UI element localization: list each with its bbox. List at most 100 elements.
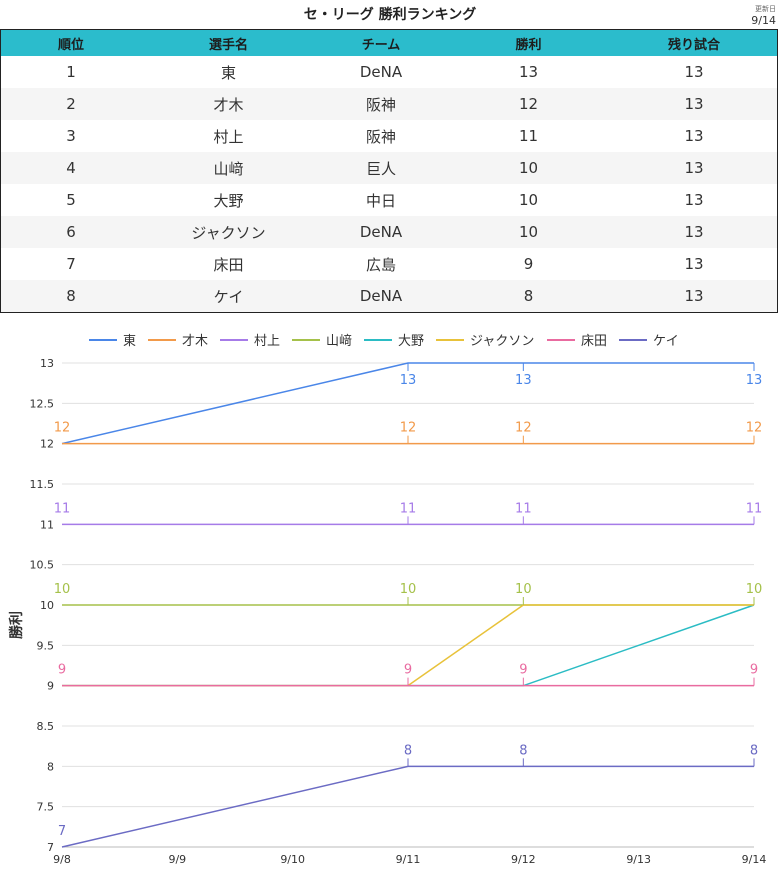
legend-label: 村上 bbox=[254, 334, 280, 349]
data-label: 11 bbox=[746, 501, 763, 516]
y-axis-label: 勝利 bbox=[8, 611, 25, 639]
data-label: 12 bbox=[746, 421, 763, 436]
y-tick-label: 13 bbox=[40, 357, 54, 370]
x-tick-label: 9/13 bbox=[626, 853, 651, 866]
cell-remaining: 13 bbox=[611, 280, 777, 312]
cell-player: 山﨑 bbox=[141, 152, 316, 184]
data-label: 9 bbox=[519, 663, 527, 678]
cell-rank: 2 bbox=[1, 88, 141, 120]
table-row: 1 東 DeNA 13 13 bbox=[1, 56, 777, 88]
y-tick-label: 8.5 bbox=[37, 720, 55, 733]
updated-info: 更新日 9/14 bbox=[751, 4, 776, 27]
cell-player: 才木 bbox=[141, 88, 316, 120]
data-label: 10 bbox=[400, 582, 417, 597]
data-label: 8 bbox=[519, 743, 527, 758]
cell-wins: 13 bbox=[518, 63, 539, 81]
legend-label: ジャクソン bbox=[470, 334, 534, 349]
data-label: 13 bbox=[400, 373, 417, 388]
y-tick-label: 12 bbox=[40, 438, 54, 451]
x-tick-label: 9/11 bbox=[396, 853, 421, 866]
cell-wins: 10 bbox=[518, 191, 539, 209]
cell-remaining: 13 bbox=[684, 255, 704, 273]
cell-remaining: 13 bbox=[684, 127, 704, 145]
data-label: 11 bbox=[515, 501, 532, 516]
cell-rank: 4 bbox=[1, 152, 141, 184]
cell-team: 中日 bbox=[365, 191, 396, 210]
x-tick-label: 9/12 bbox=[511, 853, 536, 866]
cell-rank: 6 bbox=[1, 216, 141, 248]
data-label: 12 bbox=[515, 421, 532, 436]
ranking-table: 順位 選手名 チーム 勝利 残り試合 1 東 DeNA 13 13 2 才木 阪… bbox=[0, 29, 778, 313]
x-tick-label: 9/8 bbox=[53, 853, 71, 866]
cell-team: 巨人 bbox=[316, 152, 446, 184]
cell-player: 大野 bbox=[213, 191, 244, 210]
data-label: 10 bbox=[746, 582, 763, 597]
legend-label: 床田 bbox=[581, 334, 607, 349]
y-tick-label: 7.5 bbox=[37, 801, 55, 814]
header-remaining[interactable]: 残り試合 bbox=[611, 30, 777, 56]
cell-remaining: 13 bbox=[611, 88, 777, 120]
cell-rank: 1 bbox=[66, 63, 76, 81]
table-row: 4 山﨑 巨人 10 13 bbox=[1, 152, 777, 184]
cell-player: 村上 bbox=[213, 127, 244, 146]
cell-rank: 7 bbox=[66, 255, 76, 273]
cell-player: ジャクソン bbox=[141, 216, 316, 248]
page-title: セ・リーグ 勝利ランキング bbox=[303, 7, 477, 23]
data-label: 9 bbox=[750, 663, 758, 678]
cell-wins: 10 bbox=[446, 152, 611, 184]
legend-label: ケイ bbox=[653, 334, 679, 349]
cell-rank: 8 bbox=[1, 280, 141, 312]
cell-player: ケイ bbox=[141, 280, 316, 312]
y-tick-label: 9.5 bbox=[37, 639, 55, 652]
data-label: 12 bbox=[400, 421, 417, 436]
cell-remaining: 13 bbox=[684, 191, 704, 209]
table-row: 2 才木 阪神 12 13 bbox=[1, 88, 777, 120]
data-label: 11 bbox=[400, 501, 417, 516]
table-row: 3 村上 阪神 11 13 bbox=[1, 120, 777, 152]
cell-rank: 3 bbox=[66, 127, 76, 145]
table-row: 6 ジャクソン DeNA 10 13 bbox=[1, 216, 777, 248]
legend-label: 山﨑 bbox=[326, 333, 352, 349]
header-rank[interactable]: 順位 bbox=[1, 30, 141, 56]
table-header-row: 順位 選手名 チーム 勝利 残り試合 bbox=[1, 30, 777, 56]
data-label: 7 bbox=[58, 824, 66, 839]
cell-team: 阪神 bbox=[316, 88, 446, 120]
y-tick-label: 8 bbox=[47, 760, 54, 773]
header-player[interactable]: 選手名 bbox=[141, 30, 316, 56]
y-tick-label: 10 bbox=[40, 599, 54, 612]
cell-team: 阪神 bbox=[365, 127, 396, 146]
table-row: 5 大野 中日 10 13 bbox=[1, 184, 777, 216]
cell-team: DeNA bbox=[316, 280, 446, 312]
cell-team: 広島 bbox=[365, 255, 396, 274]
y-tick-label: 11.5 bbox=[30, 478, 55, 491]
x-tick-label: 9/14 bbox=[742, 853, 767, 866]
data-label: 12 bbox=[54, 421, 71, 436]
data-label: 8 bbox=[750, 743, 758, 758]
updated-value: 9/14 bbox=[751, 14, 776, 27]
x-tick-label: 9/9 bbox=[168, 853, 186, 866]
data-label: 8 bbox=[404, 743, 412, 758]
y-tick-label: 12.5 bbox=[30, 397, 55, 410]
data-label: 13 bbox=[746, 373, 763, 388]
cell-wins: 12 bbox=[446, 88, 611, 120]
updated-label: 更新日 bbox=[755, 5, 776, 13]
cell-remaining: 13 bbox=[611, 152, 777, 184]
header-wins[interactable]: 勝利 bbox=[446, 30, 611, 56]
data-label: 9 bbox=[58, 663, 66, 678]
cell-player: 東 bbox=[220, 63, 236, 82]
cell-wins: 8 bbox=[446, 280, 611, 312]
y-tick-label: 9 bbox=[47, 680, 54, 693]
cell-remaining: 13 bbox=[611, 216, 777, 248]
data-label: 11 bbox=[54, 501, 71, 516]
cell-wins: 10 bbox=[446, 216, 611, 248]
data-label: 9 bbox=[404, 663, 412, 678]
cell-wins: 11 bbox=[518, 127, 539, 145]
header-team[interactable]: チーム bbox=[316, 30, 446, 56]
y-tick-label: 7 bbox=[47, 841, 54, 854]
y-tick-label: 11 bbox=[40, 518, 54, 531]
cell-team: DeNA bbox=[316, 216, 446, 248]
legend-label: 大野 bbox=[398, 334, 424, 349]
cell-remaining: 13 bbox=[684, 63, 704, 81]
table-row: 8 ケイ DeNA 8 13 bbox=[1, 280, 777, 312]
